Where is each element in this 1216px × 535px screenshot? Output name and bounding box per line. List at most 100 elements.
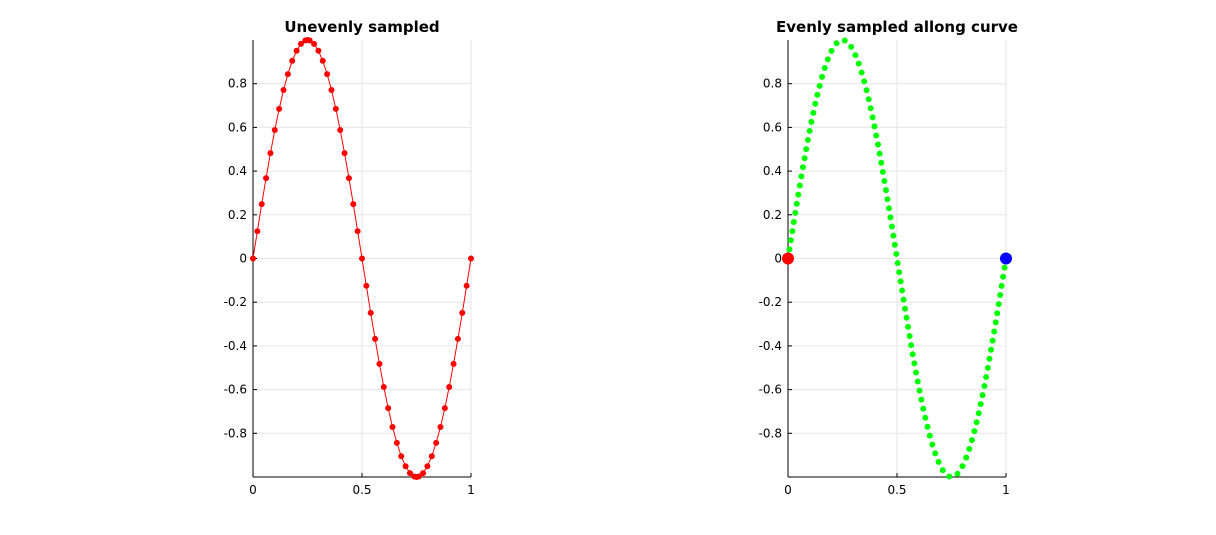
data-point	[795, 191, 802, 198]
data-point	[900, 296, 907, 303]
data-point	[911, 360, 918, 367]
data-point	[801, 155, 808, 162]
y-tick-label: 0.2	[228, 208, 247, 222]
data-point	[998, 282, 1005, 289]
data-point	[991, 328, 998, 335]
data-point	[894, 260, 901, 267]
data-point	[816, 82, 823, 89]
data-point	[871, 123, 878, 130]
data-point	[1001, 264, 1008, 271]
data-point	[897, 278, 904, 285]
data-point	[345, 175, 352, 182]
data-point	[819, 73, 826, 80]
data-point	[989, 337, 996, 344]
data-point	[922, 414, 929, 421]
data-point	[350, 201, 357, 208]
data-point	[789, 228, 796, 235]
y-tick-label: -0.6	[759, 383, 782, 397]
data-point	[893, 250, 900, 257]
data-point	[267, 150, 274, 157]
data-point	[959, 463, 966, 470]
data-point	[804, 137, 811, 144]
data-point	[385, 405, 392, 412]
data-point	[354, 228, 361, 235]
data-point	[979, 392, 986, 399]
y-tick-label: 0.8	[228, 77, 247, 91]
data-point	[398, 453, 405, 460]
data-point	[250, 255, 256, 262]
data-point	[873, 132, 880, 139]
data-point	[459, 309, 466, 316]
data-point	[328, 87, 335, 94]
data-point	[359, 255, 365, 262]
data-point	[891, 241, 898, 248]
data-point	[812, 100, 819, 107]
series-layer	[782, 37, 1012, 480]
data-point	[994, 310, 1001, 317]
data-point	[903, 314, 910, 321]
x-tick-label: 0.5	[887, 483, 906, 497]
data-point	[446, 383, 453, 390]
y-tick-label: -0.6	[224, 383, 247, 397]
data-point	[968, 437, 975, 444]
data-point	[372, 335, 379, 342]
data-point	[280, 87, 287, 94]
data-point	[787, 237, 794, 244]
data-point	[874, 141, 881, 148]
data-point	[986, 355, 993, 362]
data-point	[284, 71, 291, 78]
data-point	[888, 223, 895, 230]
data-point	[363, 282, 370, 289]
data-point	[271, 127, 278, 134]
data-point	[879, 168, 886, 175]
data-point	[899, 287, 906, 294]
x-tick-label: 0	[784, 483, 792, 497]
data-point	[799, 164, 806, 171]
data-point	[814, 91, 821, 98]
x-tick-label: 1	[467, 483, 475, 497]
data-point	[939, 467, 946, 474]
data-point	[276, 105, 283, 112]
plot-title: Evenly sampled allong curve	[776, 18, 1018, 36]
data-point	[913, 369, 920, 376]
data-point	[311, 40, 318, 47]
data-point	[828, 47, 835, 54]
y-tick-label: 0.2	[763, 208, 782, 222]
y-tick-label: 0	[239, 252, 247, 266]
data-point	[1000, 252, 1012, 265]
y-tick-label: -0.2	[759, 295, 782, 309]
data-point	[376, 360, 383, 367]
data-point	[824, 56, 831, 63]
data-point	[293, 47, 300, 54]
data-point	[367, 309, 374, 316]
y-tick-label: 0.8	[763, 77, 782, 91]
data-point	[793, 200, 800, 207]
data-point	[992, 319, 999, 326]
data-point	[792, 209, 799, 216]
data-point	[973, 419, 980, 426]
axes: 0 0.5 1 -0.8 -0.6 -0.4 -0.2 0 0.2 0.4 0.6 0.8	[759, 40, 1010, 497]
data-point	[885, 205, 892, 212]
data-point	[954, 470, 961, 477]
data-point	[424, 463, 431, 470]
data-point	[463, 282, 470, 289]
data-point	[902, 305, 909, 312]
data-point	[796, 182, 803, 189]
data-point	[428, 453, 435, 460]
data-point	[966, 445, 973, 452]
data-point	[786, 246, 793, 253]
data-point	[380, 383, 387, 390]
y-tick-label: 0.6	[763, 120, 782, 134]
data-point	[337, 127, 344, 134]
axes: 0 0.5 1 -0.8 -0.6 -0.4 -0.2 0 0.2 0.4 0.6 0.8	[224, 40, 475, 497]
data-point	[867, 105, 874, 112]
data-point	[920, 405, 927, 412]
y-tick-label: -0.2	[224, 295, 247, 309]
x-tick-label: 0.5	[352, 483, 371, 497]
y-tick-label: -0.4	[759, 339, 782, 353]
data-point	[905, 323, 912, 330]
data-point	[977, 401, 984, 408]
data-point	[878, 159, 885, 166]
data-point	[297, 40, 304, 47]
